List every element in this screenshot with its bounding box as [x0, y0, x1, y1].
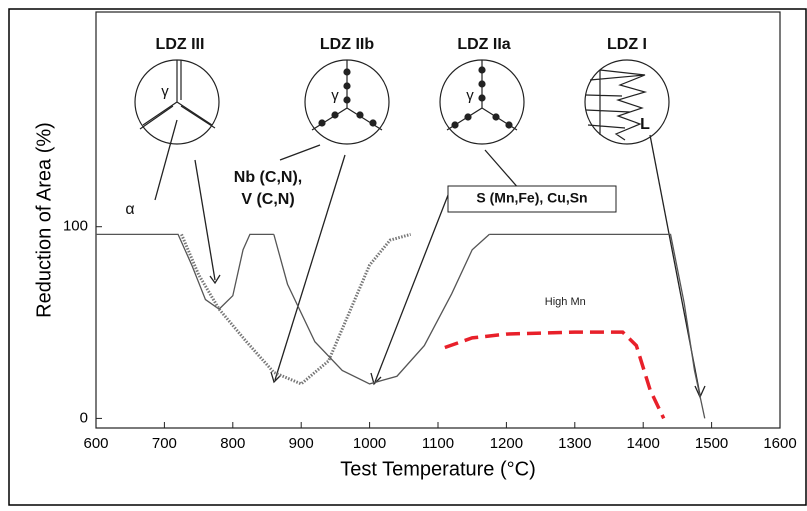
annotation: S (Mn,Fe), Cu,Sn	[476, 190, 587, 206]
curve	[96, 233, 274, 310]
x-tick-label: 1100	[422, 435, 454, 452]
x-tick-label: 1600	[763, 435, 796, 452]
x-tick-label: 1200	[490, 435, 523, 452]
y-tick-label: 0	[80, 409, 88, 426]
annotation: γ	[466, 87, 474, 104]
annotation: LDZ IIa	[457, 36, 510, 53]
annotation: LDZ I	[607, 36, 647, 53]
annotation: γ	[161, 83, 169, 100]
x-tick-label: 700	[152, 435, 177, 452]
x-tick-label: 1000	[353, 435, 386, 452]
series-label: High Mn	[545, 296, 586, 308]
curve	[273, 233, 490, 385]
curve	[180, 232, 412, 386]
annotation: LDZ IIb	[320, 36, 374, 53]
annotation: LDZ III	[156, 36, 205, 53]
y-tick-label: 100	[63, 218, 88, 235]
arrows	[154, 119, 706, 399]
annotation: L	[640, 116, 650, 133]
curve	[444, 330, 666, 420]
annotation-box	[447, 185, 617, 213]
x-tick-label: 1500	[695, 435, 728, 452]
x-tick-label: 900	[289, 435, 314, 452]
annotation: γ	[331, 87, 339, 104]
annotation: α	[125, 201, 134, 218]
x-axis-label: Test Temperature (°C)	[340, 458, 535, 480]
x-tick-label: 600	[83, 435, 108, 452]
curve	[489, 233, 706, 419]
x-tick-label: 800	[220, 435, 245, 452]
grain-diagrams	[134, 59, 670, 145]
y-axis-label: Reduction of Area (%)	[33, 122, 55, 318]
x-tick-label: 1300	[558, 435, 591, 452]
x-tick-label: 1400	[627, 435, 660, 452]
outer-frame	[8, 8, 807, 506]
annotation: Nb (C,N),	[234, 169, 302, 186]
annotation: V (C,N)	[241, 191, 294, 208]
